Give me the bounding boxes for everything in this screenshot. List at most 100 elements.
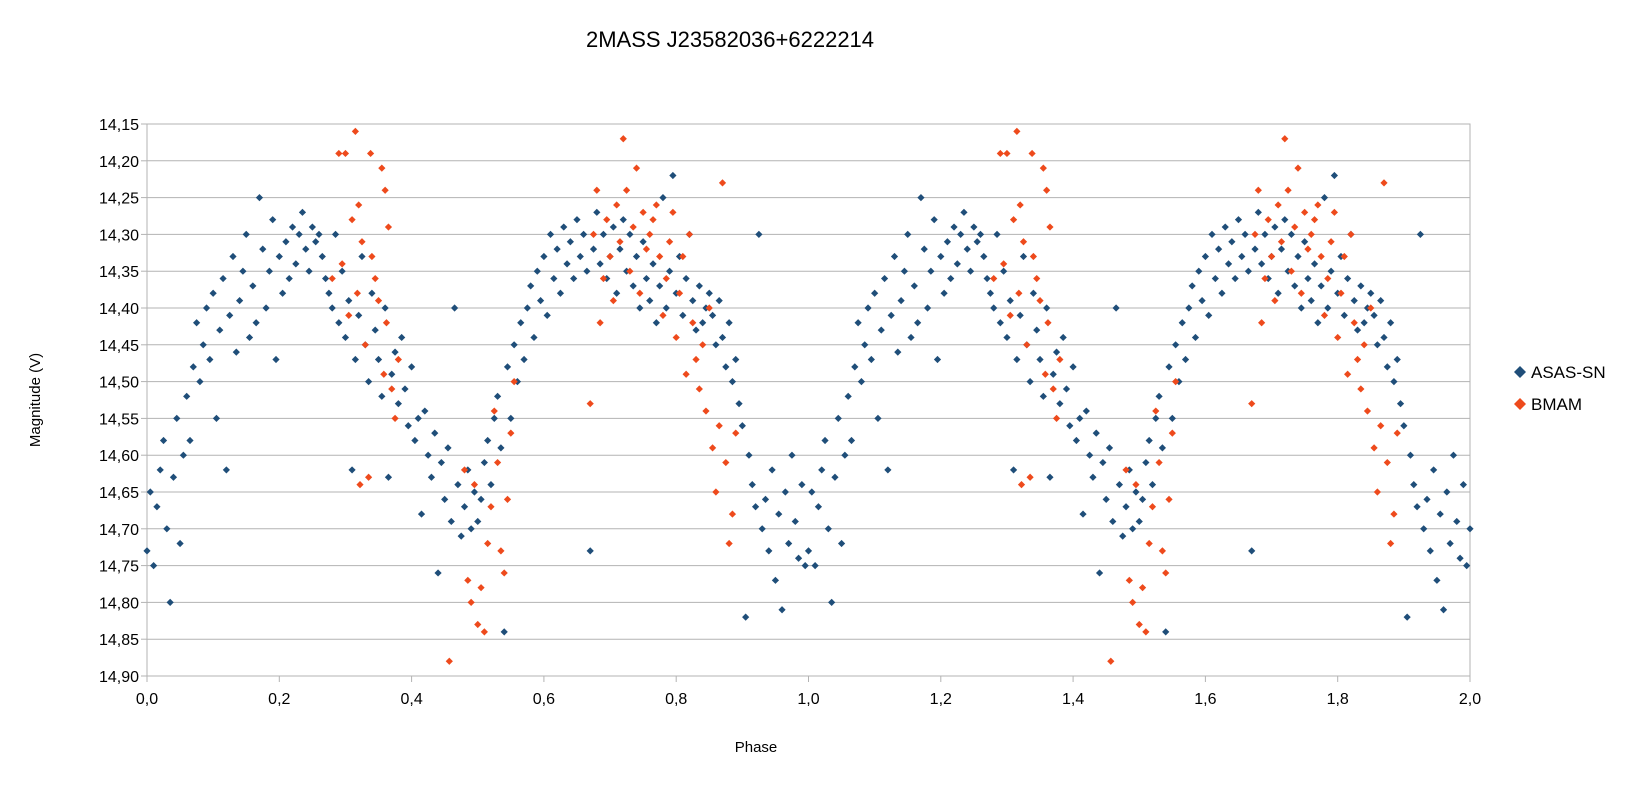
data-point — [1158, 444, 1167, 452]
data-point — [1215, 245, 1223, 253]
data-point — [712, 488, 720, 496]
data-point — [861, 341, 869, 349]
data-point — [778, 606, 786, 614]
data-point — [1099, 458, 1107, 467]
data-point — [904, 230, 912, 238]
data-point — [682, 370, 690, 378]
data-point — [910, 282, 918, 290]
data-point — [1142, 628, 1150, 636]
data-point — [1314, 319, 1322, 327]
data-point — [814, 503, 823, 511]
data-point — [1317, 282, 1325, 290]
chart-title: 2MASS J23582036+6222214 — [586, 27, 874, 52]
data-point — [262, 304, 270, 312]
data-point — [1211, 274, 1219, 283]
data-point — [305, 267, 313, 275]
y-tick-label: 14,45 — [99, 338, 139, 355]
data-point — [768, 466, 776, 474]
series-bmam — [328, 127, 1401, 665]
data-point — [331, 230, 340, 238]
data-point — [1125, 576, 1133, 584]
data-point — [1433, 576, 1441, 584]
data-point — [414, 414, 422, 422]
data-point — [1406, 451, 1415, 459]
data-point — [1052, 348, 1061, 356]
data-point — [1297, 289, 1305, 297]
data-point — [609, 223, 617, 231]
data-point — [583, 267, 591, 275]
y-tick-label: 14,65 — [99, 485, 139, 502]
data-point — [1393, 355, 1401, 364]
data-point — [394, 400, 402, 408]
data-point — [1357, 282, 1365, 290]
data-point — [589, 245, 598, 253]
data-point — [632, 164, 641, 172]
data-point — [1155, 458, 1163, 467]
data-point — [1416, 230, 1424, 238]
data-point — [1221, 223, 1229, 231]
data-point — [1453, 517, 1461, 526]
data-point — [1377, 297, 1385, 305]
data-point — [1324, 304, 1332, 312]
data-point — [1291, 223, 1299, 231]
data-point — [871, 289, 879, 297]
data-point — [1456, 554, 1464, 562]
data-point — [1036, 355, 1044, 364]
data-point — [322, 274, 330, 283]
data-point — [378, 392, 386, 400]
data-point — [1138, 495, 1147, 503]
data-point — [1334, 333, 1342, 342]
data-point — [798, 481, 806, 489]
data-point — [1287, 230, 1295, 238]
data-point — [834, 414, 842, 422]
data-point — [1244, 267, 1252, 275]
data-point — [794, 554, 803, 562]
data-point — [493, 392, 502, 400]
data-point — [867, 355, 875, 364]
data-point — [735, 400, 743, 408]
data-point — [1168, 429, 1176, 437]
data-point — [1036, 297, 1044, 305]
data-point — [1102, 495, 1110, 503]
y-tick-label: 14,55 — [99, 411, 139, 428]
data-point — [366, 149, 375, 158]
data-point — [1337, 289, 1345, 297]
data-point — [781, 488, 789, 496]
data-point — [1019, 252, 1028, 261]
data-point — [1115, 481, 1124, 489]
data-point — [1026, 473, 1034, 481]
data-point — [679, 311, 687, 319]
data-point — [510, 341, 518, 349]
data-point — [467, 525, 475, 533]
data-point — [302, 245, 310, 253]
data-point — [1370, 444, 1378, 452]
data-point — [675, 289, 684, 297]
y-tick-label: 14,80 — [99, 595, 139, 612]
data-point — [1029, 289, 1038, 297]
data-point — [1274, 201, 1282, 209]
y-tick-label: 14,25 — [99, 191, 139, 208]
data-point — [328, 304, 336, 312]
data-point — [1062, 385, 1071, 393]
data-point — [990, 304, 998, 312]
data-point — [355, 311, 363, 319]
data-point — [315, 230, 323, 238]
data-point — [771, 576, 780, 584]
data-point — [1142, 458, 1150, 467]
data-point — [275, 252, 283, 261]
data-point — [732, 355, 740, 364]
data-point — [408, 363, 416, 371]
data-point — [292, 260, 300, 268]
data-point — [1049, 370, 1057, 378]
data-point — [1023, 341, 1031, 349]
x-tick-label: 0,0 — [136, 691, 158, 708]
data-point — [1056, 400, 1064, 408]
data-point — [298, 208, 307, 216]
data-point — [1066, 422, 1074, 430]
data-point — [636, 304, 644, 312]
data-point — [312, 238, 320, 246]
data-point — [353, 289, 361, 297]
data-point — [380, 370, 388, 378]
x-tick-label: 1,6 — [1194, 691, 1216, 708]
data-point — [232, 348, 240, 356]
